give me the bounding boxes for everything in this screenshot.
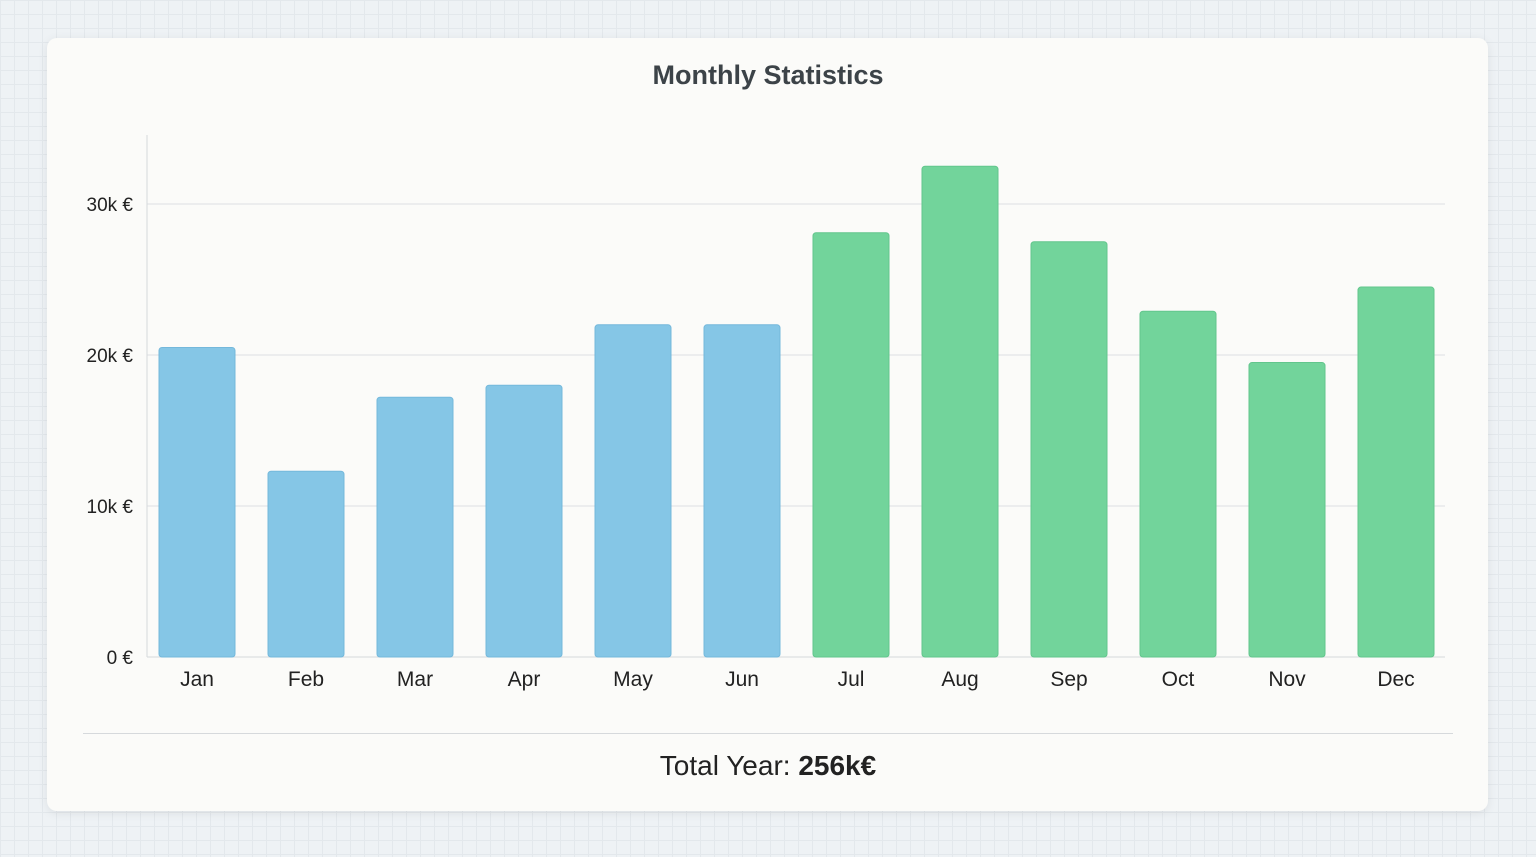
chart-title: Monthly Statistics	[652, 60, 884, 90]
bar-feb	[267, 470, 345, 658]
x-tick-label: May	[613, 668, 653, 691]
x-tick-label: Jan	[180, 668, 214, 691]
x-tick-label: Mar	[397, 668, 433, 691]
bar-mar	[376, 396, 454, 658]
x-tick-label: Aug	[941, 668, 978, 691]
x-tick-label: Jul	[838, 668, 865, 691]
bar-jan	[158, 346, 236, 658]
x-tick-label: Oct	[1162, 668, 1195, 691]
bar-aug	[921, 165, 999, 658]
bar-sep	[1030, 241, 1108, 658]
y-tick-label: 0 €	[107, 648, 134, 669]
x-tick-label: Apr	[508, 668, 541, 691]
divider	[83, 733, 1453, 734]
bar-dec	[1357, 286, 1435, 658]
x-tick-label: Jun	[725, 668, 759, 691]
bar-nov	[1248, 362, 1326, 658]
y-tick-label: 20k €	[87, 346, 134, 367]
y-tick-label: 30k €	[87, 195, 134, 216]
bar-may	[594, 324, 672, 658]
x-tick-label: Nov	[1268, 668, 1306, 691]
total-year: Total Year: 256k€	[0, 750, 1536, 782]
total-label: Total Year:	[659, 750, 791, 781]
bar-jun	[703, 324, 781, 658]
bar-oct	[1139, 310, 1217, 658]
x-tick-label: Sep	[1050, 668, 1087, 691]
y-tick-label: 10k €	[87, 497, 134, 518]
x-tick-label: Feb	[288, 668, 324, 691]
total-value: 256k€	[798, 750, 877, 781]
bar-apr	[485, 384, 563, 658]
bar-jul	[812, 232, 890, 658]
x-tick-label: Dec	[1377, 668, 1414, 691]
